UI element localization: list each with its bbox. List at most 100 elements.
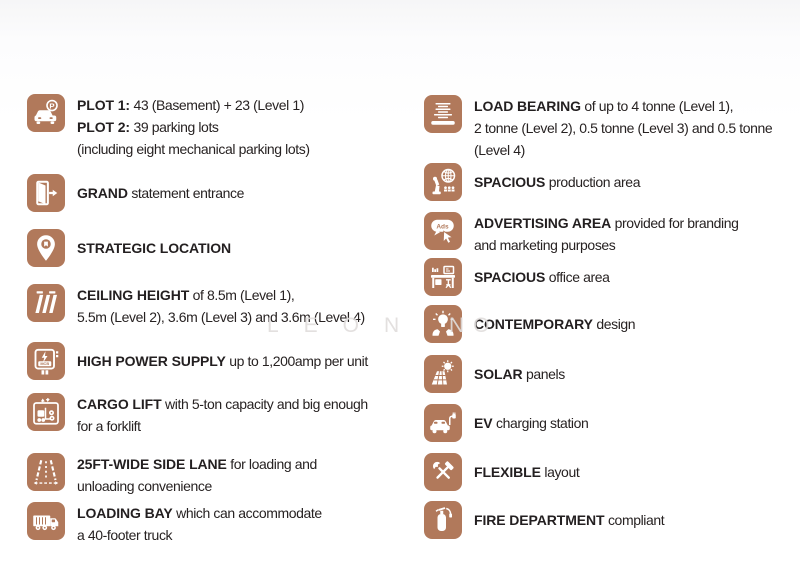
feature-item-high-power-supply: MCB HIGH POWER SUPPLY up to 1,200amp per … bbox=[27, 342, 368, 380]
idea-bulb-hands-icon bbox=[424, 305, 462, 343]
feature-description: provided for branding bbox=[611, 215, 739, 231]
feature-description: statement entrance bbox=[127, 185, 244, 201]
feature-item-flexible-layout: FLEXIBLE layout bbox=[424, 453, 580, 491]
feature-keyword: PLOT 2: bbox=[77, 119, 130, 135]
fire-extinguisher-icon bbox=[424, 501, 462, 539]
feature-text: SOLAR panels bbox=[474, 363, 565, 385]
feature-description: for loading and bbox=[226, 456, 317, 472]
feature-description: panels bbox=[522, 366, 565, 382]
feature-description: (including eight mechanical parking lots… bbox=[77, 141, 310, 157]
feature-text: CEILING HEIGHT of 8.5m (Level 1), 5.5m (L… bbox=[77, 284, 365, 328]
feature-description: charging station bbox=[492, 415, 589, 431]
feature-description: of 8.5m (Level 1), bbox=[189, 287, 295, 303]
parking-icon: P bbox=[27, 94, 65, 132]
side-lane-icon bbox=[27, 453, 65, 491]
feature-text: EV charging station bbox=[474, 412, 589, 434]
feature-item-office-area: SPACIOUS office area bbox=[424, 258, 610, 296]
feature-keyword: PLOT 1: bbox=[77, 97, 130, 113]
cargo-lift-icon bbox=[27, 393, 65, 431]
feature-text-line: unloading convenience bbox=[77, 475, 317, 497]
load-bearing-icon bbox=[424, 95, 462, 133]
feature-text: FLEXIBLE layout bbox=[474, 461, 580, 483]
feature-keyword: FIRE DEPARTMENT bbox=[474, 512, 605, 528]
feature-item-plot-parking: P PLOT 1: 43 (Basement) + 23 (Level 1) PLO… bbox=[27, 94, 310, 160]
feature-text-line: 25FT-WIDE SIDE LANE for loading and bbox=[77, 453, 317, 475]
feature-description: 5.5m (Level 2), 3.6m (Level 3) and 3.6m … bbox=[77, 309, 365, 325]
feature-keyword: GRAND bbox=[77, 185, 128, 201]
svg-text:MCB: MCB bbox=[40, 361, 49, 366]
feature-description: a 40-footer truck bbox=[77, 527, 173, 543]
feature-text-line: CONTEMPORARY design bbox=[474, 313, 636, 335]
feature-item-ceiling-height: CEILING HEIGHT of 8.5m (Level 1), 5.5m (L… bbox=[27, 284, 365, 328]
feature-description: of up to 4 tonne (Level 1), bbox=[580, 98, 734, 114]
production-robot-globe-icon bbox=[424, 163, 462, 201]
feature-keyword: SPACIOUS bbox=[474, 174, 546, 190]
feature-text-line: 2 tonne (Level 2), 0.5 tonne (Level 3) a… bbox=[474, 117, 773, 139]
feature-item-grand-entrance: GRAND statement entrance bbox=[27, 174, 244, 212]
svg-text:Ads: Ads bbox=[436, 223, 449, 230]
feature-description: 2 tonne (Level 2), 0.5 tonne (Level 3) a… bbox=[474, 120, 773, 136]
feature-text-line: a 40-footer truck bbox=[77, 524, 322, 546]
feature-text-line: CARGO LIFT with 5-ton capacity and big e… bbox=[77, 393, 368, 415]
advertising-ads-bubble-icon: Ads bbox=[424, 212, 462, 250]
feature-description: up to 1,200amp per unit bbox=[225, 353, 368, 369]
feature-item-production-area: SPACIOUS production area bbox=[424, 163, 640, 201]
feature-keyword: EV bbox=[474, 415, 493, 431]
feature-text: STRATEGIC LOCATION bbox=[77, 237, 231, 259]
feature-item-advertising-area: Ads ADVERTISING AREA provided for brandin… bbox=[424, 212, 739, 256]
feature-text: HIGH POWER SUPPLY up to 1,200amp per uni… bbox=[77, 350, 368, 372]
feature-text: LOADING BAY which can accommodate a 40-fo… bbox=[77, 502, 322, 546]
solar-panel-sun-icon bbox=[424, 355, 462, 393]
feature-text-line: for a forklift bbox=[77, 415, 368, 437]
feature-description: compliant bbox=[604, 512, 665, 528]
feature-keyword: HIGH POWER SUPPLY bbox=[77, 353, 226, 369]
feature-text-line: SOLAR panels bbox=[474, 363, 565, 385]
feature-description: unloading convenience bbox=[77, 478, 212, 494]
feature-item-strategic-location: STRATEGIC LOCATION bbox=[27, 229, 231, 267]
feature-keyword: 25FT-WIDE SIDE LANE bbox=[77, 456, 227, 472]
feature-text-line: HIGH POWER SUPPLY up to 1,200amp per uni… bbox=[77, 350, 368, 372]
feature-text: LOAD BEARING of up to 4 tonne (Level 1),… bbox=[474, 95, 773, 161]
door-icon bbox=[27, 174, 65, 212]
feature-item-ev-charging: EV charging station bbox=[424, 404, 589, 442]
feature-keyword: CONTEMPORARY bbox=[474, 316, 593, 332]
feature-text-line: PLOT 1: 43 (Basement) + 23 (Level 1) bbox=[77, 94, 310, 116]
feature-description: 39 parking lots bbox=[129, 119, 219, 135]
feature-keyword: ADVERTISING AREA bbox=[474, 215, 612, 231]
feature-description: office area bbox=[545, 269, 610, 285]
svg-text:P: P bbox=[49, 101, 54, 110]
feature-text: SPACIOUS office area bbox=[474, 266, 610, 288]
feature-text: CARGO LIFT with 5-ton capacity and big e… bbox=[77, 393, 368, 437]
feature-text-line: EV charging station bbox=[474, 412, 589, 434]
location-pin-icon bbox=[27, 229, 65, 267]
feature-text: ADVERTISING AREA provided for branding an… bbox=[474, 212, 739, 256]
feature-text: GRAND statement entrance bbox=[77, 182, 244, 204]
feature-description: production area bbox=[545, 174, 641, 190]
feature-item-cargo-lift: CARGO LIFT with 5-ton capacity and big e… bbox=[27, 393, 368, 437]
feature-text: 25FT-WIDE SIDE LANE for loading and unloa… bbox=[77, 453, 317, 497]
feature-description: (Level 4) bbox=[474, 142, 525, 158]
feature-keyword: LOAD BEARING bbox=[474, 98, 581, 114]
feature-text-line: CEILING HEIGHT of 8.5m (Level 1), bbox=[77, 284, 365, 306]
feature-item-loading-bay: LOADING BAY which can accommodate a 40-fo… bbox=[27, 502, 322, 546]
feature-text-line: FLEXIBLE layout bbox=[474, 461, 580, 483]
feature-item-solar-panels: SOLAR panels bbox=[424, 355, 565, 393]
feature-text-line: (Level 4) bbox=[474, 139, 772, 161]
feature-text-line: SPACIOUS office area bbox=[474, 266, 610, 288]
feature-text-line: LOAD BEARING of up to 4 tonne (Level 1), bbox=[474, 95, 772, 117]
feature-description: for a forklift bbox=[77, 418, 141, 434]
feature-text: SPACIOUS production area bbox=[474, 171, 640, 193]
feature-text-line: SPACIOUS production area bbox=[474, 171, 640, 193]
feature-description: which can accommodate bbox=[172, 505, 322, 521]
ev-charging-car-icon bbox=[424, 404, 462, 442]
feature-keyword: CARGO LIFT bbox=[77, 396, 162, 412]
feature-text: PLOT 1: 43 (Basement) + 23 (Level 1) PLOT… bbox=[77, 94, 310, 160]
feature-description: layout bbox=[540, 464, 580, 480]
feature-text: CONTEMPORARY design bbox=[474, 313, 636, 335]
feature-item-fire-department: FIRE DEPARTMENT compliant bbox=[424, 501, 665, 539]
feature-text-line: FIRE DEPARTMENT compliant bbox=[474, 509, 665, 531]
feature-item-contemporary-design: CONTEMPORARY design bbox=[424, 305, 636, 343]
feature-text-line: PLOT 2: 39 parking lots bbox=[77, 116, 310, 138]
feature-text-line: 5.5m (Level 2), 3.6m (Level 3) and 3.6m … bbox=[77, 306, 365, 328]
